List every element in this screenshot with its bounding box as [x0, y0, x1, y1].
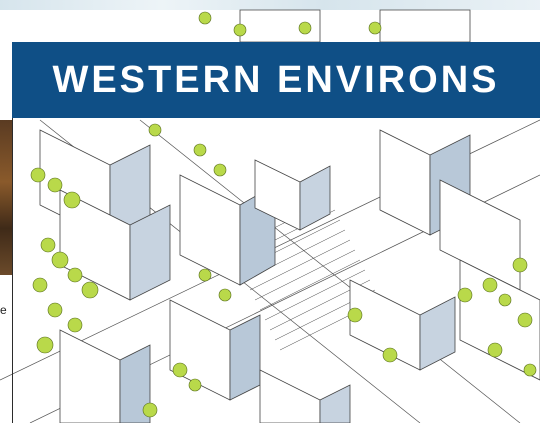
- banner-title: WESTERN ENVIRONS: [52, 58, 500, 101]
- left-text-fragment: e: [0, 303, 7, 317]
- title-banner: WESTERN ENVIRONS: [12, 42, 540, 118]
- top-ghost-band: [0, 0, 540, 10]
- left-photo-strip: [0, 120, 12, 275]
- left-divider: [12, 118, 13, 423]
